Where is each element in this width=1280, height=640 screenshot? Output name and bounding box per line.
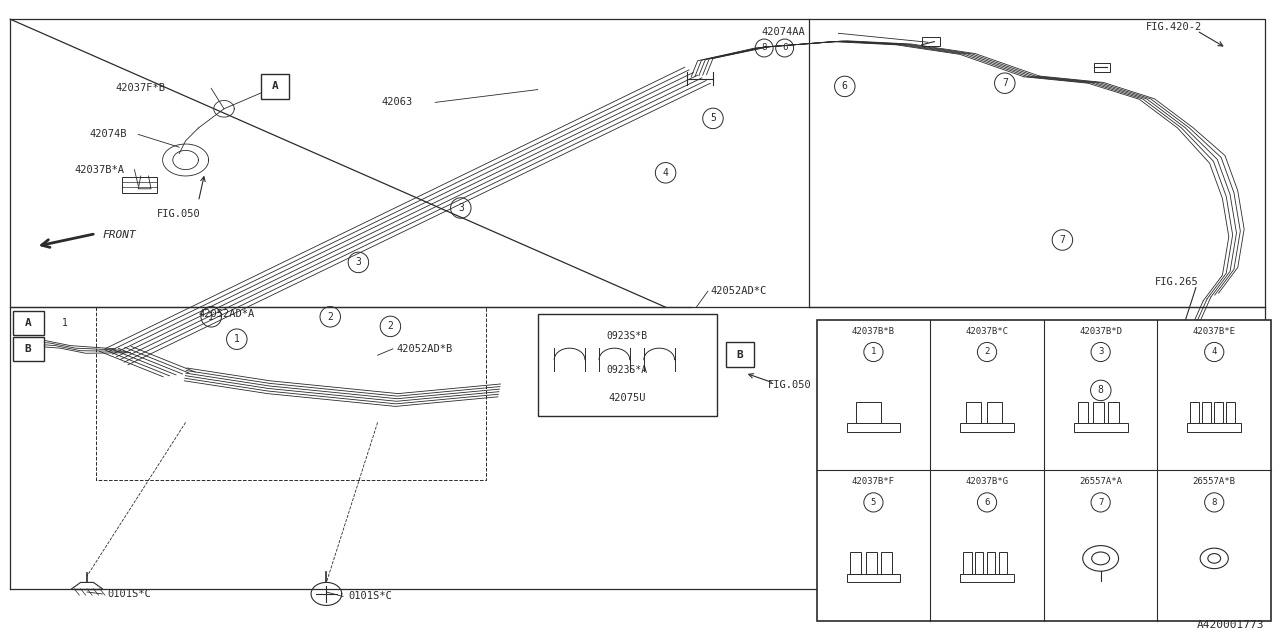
Bar xyxy=(122,177,157,193)
Text: 42063: 42063 xyxy=(381,97,412,108)
Text: 0101S*C: 0101S*C xyxy=(108,589,151,599)
Text: 42052AD*A: 42052AD*A xyxy=(198,308,255,319)
Bar xyxy=(846,423,900,432)
Bar xyxy=(1108,402,1119,423)
Bar xyxy=(960,423,1014,432)
Bar xyxy=(975,552,983,573)
Text: 42074B: 42074B xyxy=(90,129,127,140)
Text: 42052AD*B: 42052AD*B xyxy=(397,344,453,354)
Bar xyxy=(1093,402,1103,423)
Bar xyxy=(965,402,980,423)
Bar xyxy=(538,314,717,416)
Text: 8: 8 xyxy=(1212,498,1217,507)
Text: FIG.265: FIG.265 xyxy=(1155,276,1198,287)
Bar xyxy=(922,37,940,46)
Bar xyxy=(1074,423,1128,432)
Text: 3: 3 xyxy=(1098,348,1103,356)
Bar xyxy=(1226,402,1234,423)
Bar xyxy=(855,402,881,423)
Text: 26557A*B: 26557A*B xyxy=(1193,477,1235,486)
Text: 6: 6 xyxy=(984,498,989,507)
Text: 7: 7 xyxy=(1098,498,1103,507)
Text: 2: 2 xyxy=(984,348,989,356)
Bar xyxy=(13,311,44,335)
Bar xyxy=(817,320,1271,621)
Text: 0923S*B: 0923S*B xyxy=(607,331,648,341)
Bar xyxy=(1094,63,1110,72)
Text: 8: 8 xyxy=(762,44,767,52)
Text: 2: 2 xyxy=(388,321,393,332)
Bar xyxy=(987,552,996,573)
Text: 0101S*C: 0101S*C xyxy=(348,591,392,602)
Text: 1: 1 xyxy=(234,334,239,344)
Text: 42037B*C: 42037B*C xyxy=(965,327,1009,336)
Bar xyxy=(881,552,892,573)
Text: 8: 8 xyxy=(1098,385,1103,396)
Bar xyxy=(850,552,861,573)
Text: 4: 4 xyxy=(1212,348,1217,356)
Text: A: A xyxy=(271,81,279,92)
Bar xyxy=(726,342,754,367)
Bar xyxy=(960,573,1014,582)
Text: 1: 1 xyxy=(209,312,214,322)
Text: 42037B*D: 42037B*D xyxy=(1079,327,1123,336)
Bar xyxy=(1215,402,1222,423)
Text: 42037B*B: 42037B*B xyxy=(852,327,895,336)
Bar xyxy=(998,552,1007,573)
Text: FIG.050: FIG.050 xyxy=(768,380,812,390)
Text: B: B xyxy=(736,349,744,360)
Bar xyxy=(963,552,972,573)
Bar xyxy=(846,573,900,582)
Text: 4: 4 xyxy=(663,168,668,178)
Bar xyxy=(261,74,289,99)
Text: 42075U: 42075U xyxy=(608,393,646,403)
Text: 3: 3 xyxy=(356,257,361,268)
Text: 42037B*G: 42037B*G xyxy=(965,477,1009,486)
Text: 42074AA: 42074AA xyxy=(762,27,805,37)
Text: 3: 3 xyxy=(458,203,463,213)
Text: A: A xyxy=(24,318,32,328)
Text: 6: 6 xyxy=(842,81,847,92)
Text: 42052AD*C: 42052AD*C xyxy=(710,286,767,296)
Text: 42037B*F: 42037B*F xyxy=(852,477,895,486)
Bar xyxy=(1202,402,1211,423)
Bar xyxy=(865,552,877,573)
Text: A420001773: A420001773 xyxy=(1197,620,1265,630)
Text: FIG.050: FIG.050 xyxy=(157,209,201,220)
Text: 7: 7 xyxy=(1060,235,1065,245)
Text: 42037B*A: 42037B*A xyxy=(74,164,124,175)
Text: 5: 5 xyxy=(710,113,716,124)
Text: 42037B*E: 42037B*E xyxy=(1193,327,1235,336)
Bar xyxy=(13,337,44,361)
Text: 7: 7 xyxy=(1002,78,1007,88)
Text: FRONT: FRONT xyxy=(102,230,136,240)
Text: 6: 6 xyxy=(782,44,787,52)
Bar xyxy=(1190,402,1198,423)
Text: 1: 1 xyxy=(870,348,876,356)
Text: 1: 1 xyxy=(61,318,68,328)
Text: 5: 5 xyxy=(870,498,876,507)
Text: B: B xyxy=(24,344,32,354)
Bar xyxy=(1078,402,1088,423)
Text: 2: 2 xyxy=(328,312,333,322)
Bar xyxy=(1188,423,1242,432)
Text: 26557A*A: 26557A*A xyxy=(1079,477,1123,486)
Text: 42037F*B: 42037F*B xyxy=(115,83,165,93)
Bar xyxy=(987,402,1002,423)
Text: FIG.420-2: FIG.420-2 xyxy=(1146,22,1202,32)
Text: 0923S*A: 0923S*A xyxy=(607,365,648,375)
